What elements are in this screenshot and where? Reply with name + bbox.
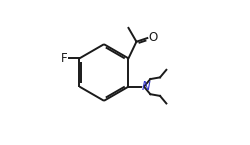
Text: O: O xyxy=(149,31,158,44)
Text: N: N xyxy=(141,80,150,93)
Text: F: F xyxy=(61,52,68,65)
